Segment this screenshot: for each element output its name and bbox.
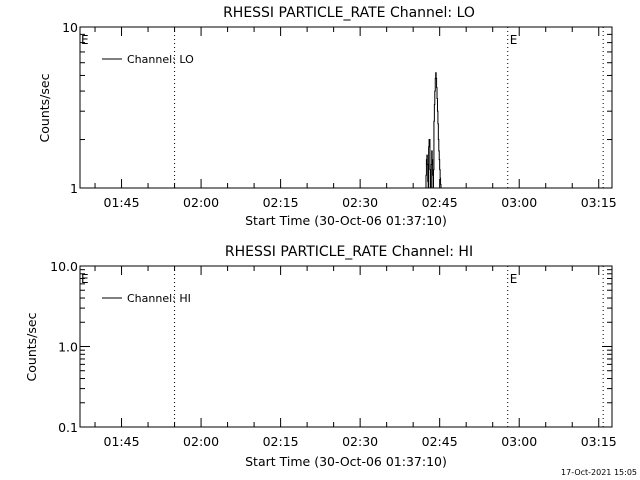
x-tick-label-lo: 03:00 (501, 195, 537, 210)
plot-area-hi: 01:45 02:00 02:15 02:30 02:45 03:00 03:15 0.1 1.… (50, 259, 617, 449)
xlabel-lo: Start Time (30-Oct-06 01:37:10) (245, 213, 447, 228)
ylabel-lo: Counts/sec (37, 73, 52, 142)
legend-label-lo: Channel: LO (127, 53, 194, 66)
marker-label-lo: E (510, 33, 518, 47)
plot-area-lo: 01:45 02:00 02:15 02:30 02:45 03:00 03:15110EE… (62, 20, 617, 210)
x-tick-label-lo: 03:15 (581, 195, 617, 210)
y-tick-label-hi: 10.0 (50, 259, 78, 274)
x-tick-label-hi: 03:00 (501, 434, 537, 449)
x-tick-label-hi: 02:30 (342, 434, 378, 449)
series-line-lo (425, 72, 446, 189)
x-tick-label-hi: 02:00 (183, 434, 219, 449)
x-tick-label-lo: 01:45 (104, 195, 140, 210)
x-tick-label-lo: 02:00 (183, 195, 219, 210)
panel-hi: RHESSI PARTICLE_RATE Channel: HI 01:45 02… (24, 244, 617, 469)
ylabel-hi: Counts/sec (24, 312, 39, 381)
corner-label-lo: E (81, 33, 89, 47)
x-tick-label-hi: 01:45 (104, 434, 140, 449)
x-tick-label-hi: 02:45 (422, 434, 458, 449)
x-tick-label-lo: 02:15 (263, 195, 299, 210)
xlabel-hi: Start Time (30-Oct-06 01:37:10) (245, 454, 447, 469)
y-tick-label-hi: 0.1 (58, 420, 78, 435)
panel-lo: RHESSI PARTICLE_RATE Channel: LO 01:45 02… (37, 5, 617, 228)
x-tick-label-lo: 02:45 (422, 195, 458, 210)
axes-frame-lo (79, 26, 613, 189)
y-tick-label-lo: 1 (70, 181, 78, 196)
y-tick-label-hi: 1.0 (58, 340, 78, 355)
x-tick-label-hi: 03:15 (581, 434, 617, 449)
title-lo: RHESSI PARTICLE_RATE Channel: LO (223, 5, 475, 21)
legend-label-hi: Channel: HI (127, 292, 191, 305)
marker-label-hi: E (510, 272, 518, 286)
corner-label-hi: E (81, 272, 89, 286)
x-tick-label-lo: 02:30 (342, 195, 378, 210)
y-tick-label-lo: 10 (62, 20, 78, 35)
title-hi: RHESSI PARTICLE_RATE Channel: HI (225, 244, 473, 260)
timestamp: 17-Oct-2021 15:05 (561, 468, 637, 477)
x-tick-label-hi: 02:15 (263, 434, 299, 449)
